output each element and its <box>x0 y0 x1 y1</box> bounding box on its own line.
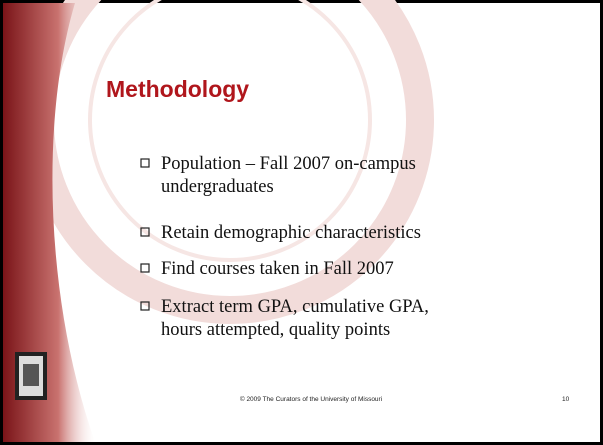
bullet-text: hours attempted, quality points <box>161 320 390 340</box>
page-number: 10 <box>562 396 570 403</box>
footer: © 2009 The Curators of the University of… <box>240 395 382 403</box>
bullet-box <box>140 301 150 311</box>
bullet-box <box>140 158 150 168</box>
university-logo <box>15 352 47 400</box>
slide-background <box>3 3 600 442</box>
bullet-text: undergraduates <box>161 177 274 197</box>
bullet-box <box>140 263 150 273</box>
slide-title: Methodology <box>106 76 249 102</box>
bullet-text: Extract term GPA, cumulative GPA, <box>161 297 429 317</box>
bullet-box <box>140 227 150 237</box>
bullet-text: Retain demographic characteristics <box>161 223 421 243</box>
bullet-text: Population – Fall 2007 on-campus <box>161 154 416 174</box>
left-band <box>3 3 95 442</box>
bullet-text: Find courses taken in Fall 2007 <box>161 259 394 279</box>
seal-watermark-inner <box>88 0 372 262</box>
